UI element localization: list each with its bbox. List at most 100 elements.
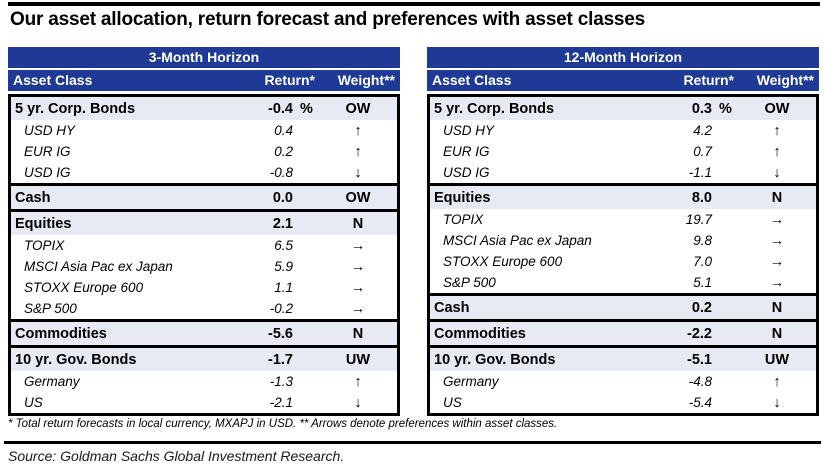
- sub-asset-row: S&P 500 -0.2 →: [11, 298, 397, 319]
- asset-label: Equities: [434, 189, 491, 206]
- percent-sign: %: [300, 100, 313, 117]
- return-value: 2.1: [272, 215, 293, 232]
- asset-label: STOXX Europe 600: [443, 254, 563, 269]
- return-value: -1.1: [688, 165, 712, 180]
- column-header-asset-class: Asset Class: [13, 72, 93, 88]
- sub-asset-row: MSCI Asia Pac ex Japan 5.9 →: [11, 256, 397, 277]
- right-arrow-icon: →: [350, 300, 366, 317]
- right-arrow-icon: →: [769, 253, 785, 270]
- asset-label: MSCI Asia Pac ex Japan: [443, 233, 592, 248]
- asset-class-row: 5 yr. Corp. Bonds 0.3% OW: [430, 97, 816, 120]
- sub-asset-row: EUR IG 0.7 ↑: [430, 141, 816, 162]
- asset-label: TOPIX: [443, 212, 484, 227]
- asset-label: Equities: [15, 215, 72, 232]
- return-value: -1.7: [268, 351, 293, 368]
- source-line: Source: Goldman Sachs Global Investment …: [8, 448, 345, 464]
- section-divider: [11, 345, 397, 348]
- weight-value: N: [352, 215, 364, 232]
- up-arrow-icon: ↑: [354, 143, 362, 160]
- asset-label: S&P 500: [24, 301, 77, 316]
- sub-asset-row: MSCI Asia Pac ex Japan 9.8 →: [430, 230, 816, 251]
- top-rule: [8, 2, 820, 6]
- up-arrow-icon: ↑: [354, 373, 362, 390]
- column-header-asset-class: Asset Class: [432, 72, 512, 88]
- return-value: 0.2: [274, 144, 293, 159]
- footnote: * Total return forecasts in local curren…: [8, 418, 558, 430]
- table-body: 5 yr. Corp. Bonds -0.4% OW USD HY 0.4 ↑ EUR IG…: [8, 94, 400, 416]
- asset-label: Commodities: [434, 325, 526, 342]
- asset-label: EUR IG: [24, 144, 71, 159]
- section-divider: [11, 209, 397, 212]
- sub-asset-row: USD IG -1.1 ↓: [430, 162, 816, 183]
- return-value: 19.7: [685, 212, 712, 227]
- weight-value: UW: [764, 351, 790, 368]
- asset-class-row: Commodities -2.2 N: [430, 322, 816, 345]
- asset-class-row: Cash 0.0 OW: [11, 186, 397, 209]
- asset-label: USD IG: [443, 165, 490, 180]
- return-value: -5.6: [268, 325, 293, 342]
- sub-asset-row: USD HY 4.2 ↑: [430, 120, 816, 141]
- return-value: 1.1: [274, 280, 293, 295]
- tables-container: 3-Month Horizon Asset Class Return* Weig…: [8, 47, 819, 416]
- return-value: 5.9: [274, 259, 293, 274]
- asset-class-row: Cash 0.2 N: [430, 296, 816, 319]
- return-value: 6.5: [274, 238, 293, 253]
- horizon-header-12-month: 12-Month Horizon: [427, 47, 819, 68]
- section-divider: [430, 293, 816, 296]
- weight-value: N: [771, 189, 783, 206]
- asset-label: 5 yr. Corp. Bonds: [15, 100, 136, 117]
- asset-label: Germany: [24, 374, 80, 389]
- table-body: 5 yr. Corp. Bonds 0.3% OW USD HY 4.2 ↑ EUR IG 0…: [427, 94, 819, 416]
- sub-asset-row: USD HY 0.4 ↑: [11, 120, 397, 141]
- return-value: 8.0: [691, 189, 712, 206]
- section-divider: [430, 345, 816, 348]
- horizon-header-3-month: 3-Month Horizon: [8, 47, 400, 68]
- column-header-row: Asset Class Return* Weight**: [427, 70, 819, 91]
- column-header-return: Return*: [264, 72, 315, 88]
- sub-asset-row: US -2.1 ↓: [11, 392, 397, 413]
- down-arrow-icon: ↓: [773, 164, 781, 181]
- asset-label: 10 yr. Gov. Bonds: [15, 351, 137, 368]
- weight-value: N: [352, 325, 364, 342]
- asset-label: EUR IG: [443, 144, 490, 159]
- return-value: 0.2: [691, 299, 712, 316]
- sub-asset-row: USD IG -0.8 ↓: [11, 162, 397, 183]
- table-3-month-horizon: 3-Month Horizon Asset Class Return* Weig…: [8, 47, 400, 416]
- table-12-month-horizon: 12-Month Horizon Asset Class Return* Wei…: [427, 47, 819, 416]
- return-value: -0.2: [269, 301, 293, 316]
- return-value: -0.8: [269, 165, 293, 180]
- return-value: 7.0: [693, 254, 712, 269]
- asset-label: MSCI Asia Pac ex Japan: [24, 259, 173, 274]
- weight-value: OW: [764, 100, 790, 117]
- up-arrow-icon: ↑: [773, 122, 781, 139]
- asset-class-row: Equities 2.1 N: [11, 212, 397, 235]
- section-divider: [430, 319, 816, 322]
- asset-class-row: 10 yr. Gov. Bonds -5.1 UW: [430, 348, 816, 371]
- section-divider: [11, 319, 397, 322]
- down-arrow-icon: ↓: [354, 164, 362, 181]
- sub-asset-row: STOXX Europe 600 1.1 →: [11, 277, 397, 298]
- asset-label: TOPIX: [24, 238, 65, 253]
- asset-class-row: Commodities -5.6 N: [11, 322, 397, 345]
- asset-label: Cash: [15, 189, 51, 206]
- weight-value: OW: [345, 189, 371, 206]
- asset-label: USD HY: [24, 123, 76, 138]
- column-header-row: Asset Class Return* Weight**: [8, 70, 400, 91]
- asset-label: USD IG: [24, 165, 71, 180]
- right-arrow-icon: →: [350, 258, 366, 275]
- column-header-weight: Weight**: [756, 72, 814, 88]
- asset-class-row: 5 yr. Corp. Bonds -0.4% OW: [11, 97, 397, 120]
- section-divider: [11, 183, 397, 186]
- sub-asset-row: Germany -4.8 ↑: [430, 371, 816, 392]
- return-value: 0.4: [274, 123, 293, 138]
- asset-class-row: Equities 8.0 N: [430, 186, 816, 209]
- return-value: -2.1: [269, 395, 293, 410]
- asset-label: STOXX Europe 600: [24, 280, 144, 295]
- right-arrow-icon: →: [350, 279, 366, 296]
- sub-asset-row: US -5.4 ↓: [430, 392, 816, 413]
- right-arrow-icon: →: [769, 274, 785, 291]
- asset-label: US: [443, 395, 462, 410]
- return-value: -4.8: [688, 374, 712, 389]
- asset-label: 5 yr. Corp. Bonds: [434, 100, 555, 117]
- down-arrow-icon: ↓: [354, 394, 362, 411]
